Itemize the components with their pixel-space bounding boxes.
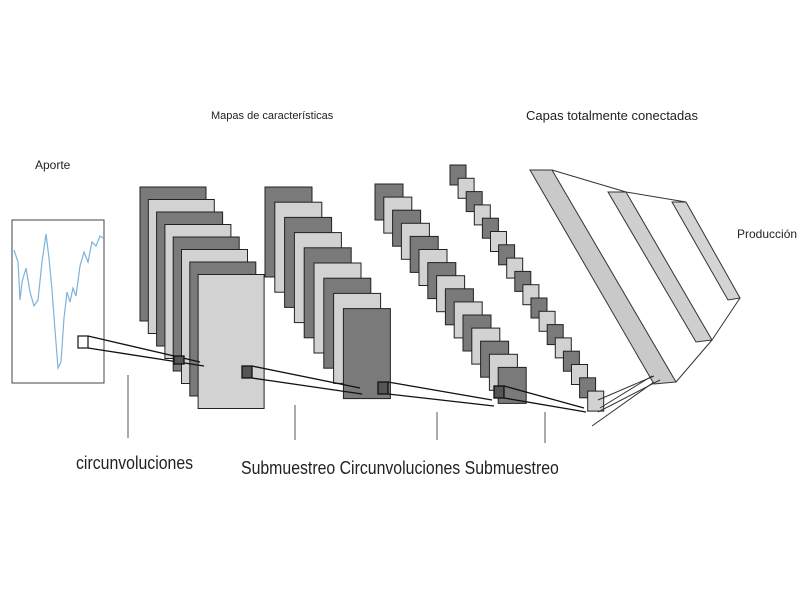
feature-map-stacks bbox=[139, 164, 605, 412]
receptive-field-lines bbox=[87, 335, 587, 413]
stage-tick-marks bbox=[127, 375, 546, 443]
fc-layer-1 bbox=[529, 169, 677, 385]
fully-connected-layers bbox=[529, 169, 741, 427]
feature-map bbox=[197, 274, 265, 409]
fully-connected-label: Capas totalmente conectadas bbox=[526, 108, 698, 123]
convolutions-label: circunvoluciones bbox=[76, 453, 194, 473]
input-signal-waveform bbox=[13, 233, 104, 371]
receptive-field-box bbox=[77, 335, 89, 349]
bottom-stage-labels: Submuestreo Circunvoluciones Submuestreo bbox=[241, 458, 559, 478]
input-signal-panel bbox=[11, 219, 105, 384]
conv2-maps bbox=[374, 183, 527, 404]
feature-maps-label: Mapas de características bbox=[211, 110, 334, 122]
pool1-maps bbox=[264, 186, 391, 400]
input-label: Aporte bbox=[35, 158, 71, 172]
fc-layer-3 bbox=[671, 201, 741, 301]
feature-map bbox=[587, 390, 605, 412]
output-label: Producción bbox=[737, 227, 798, 241]
pool2-maps bbox=[449, 164, 605, 412]
